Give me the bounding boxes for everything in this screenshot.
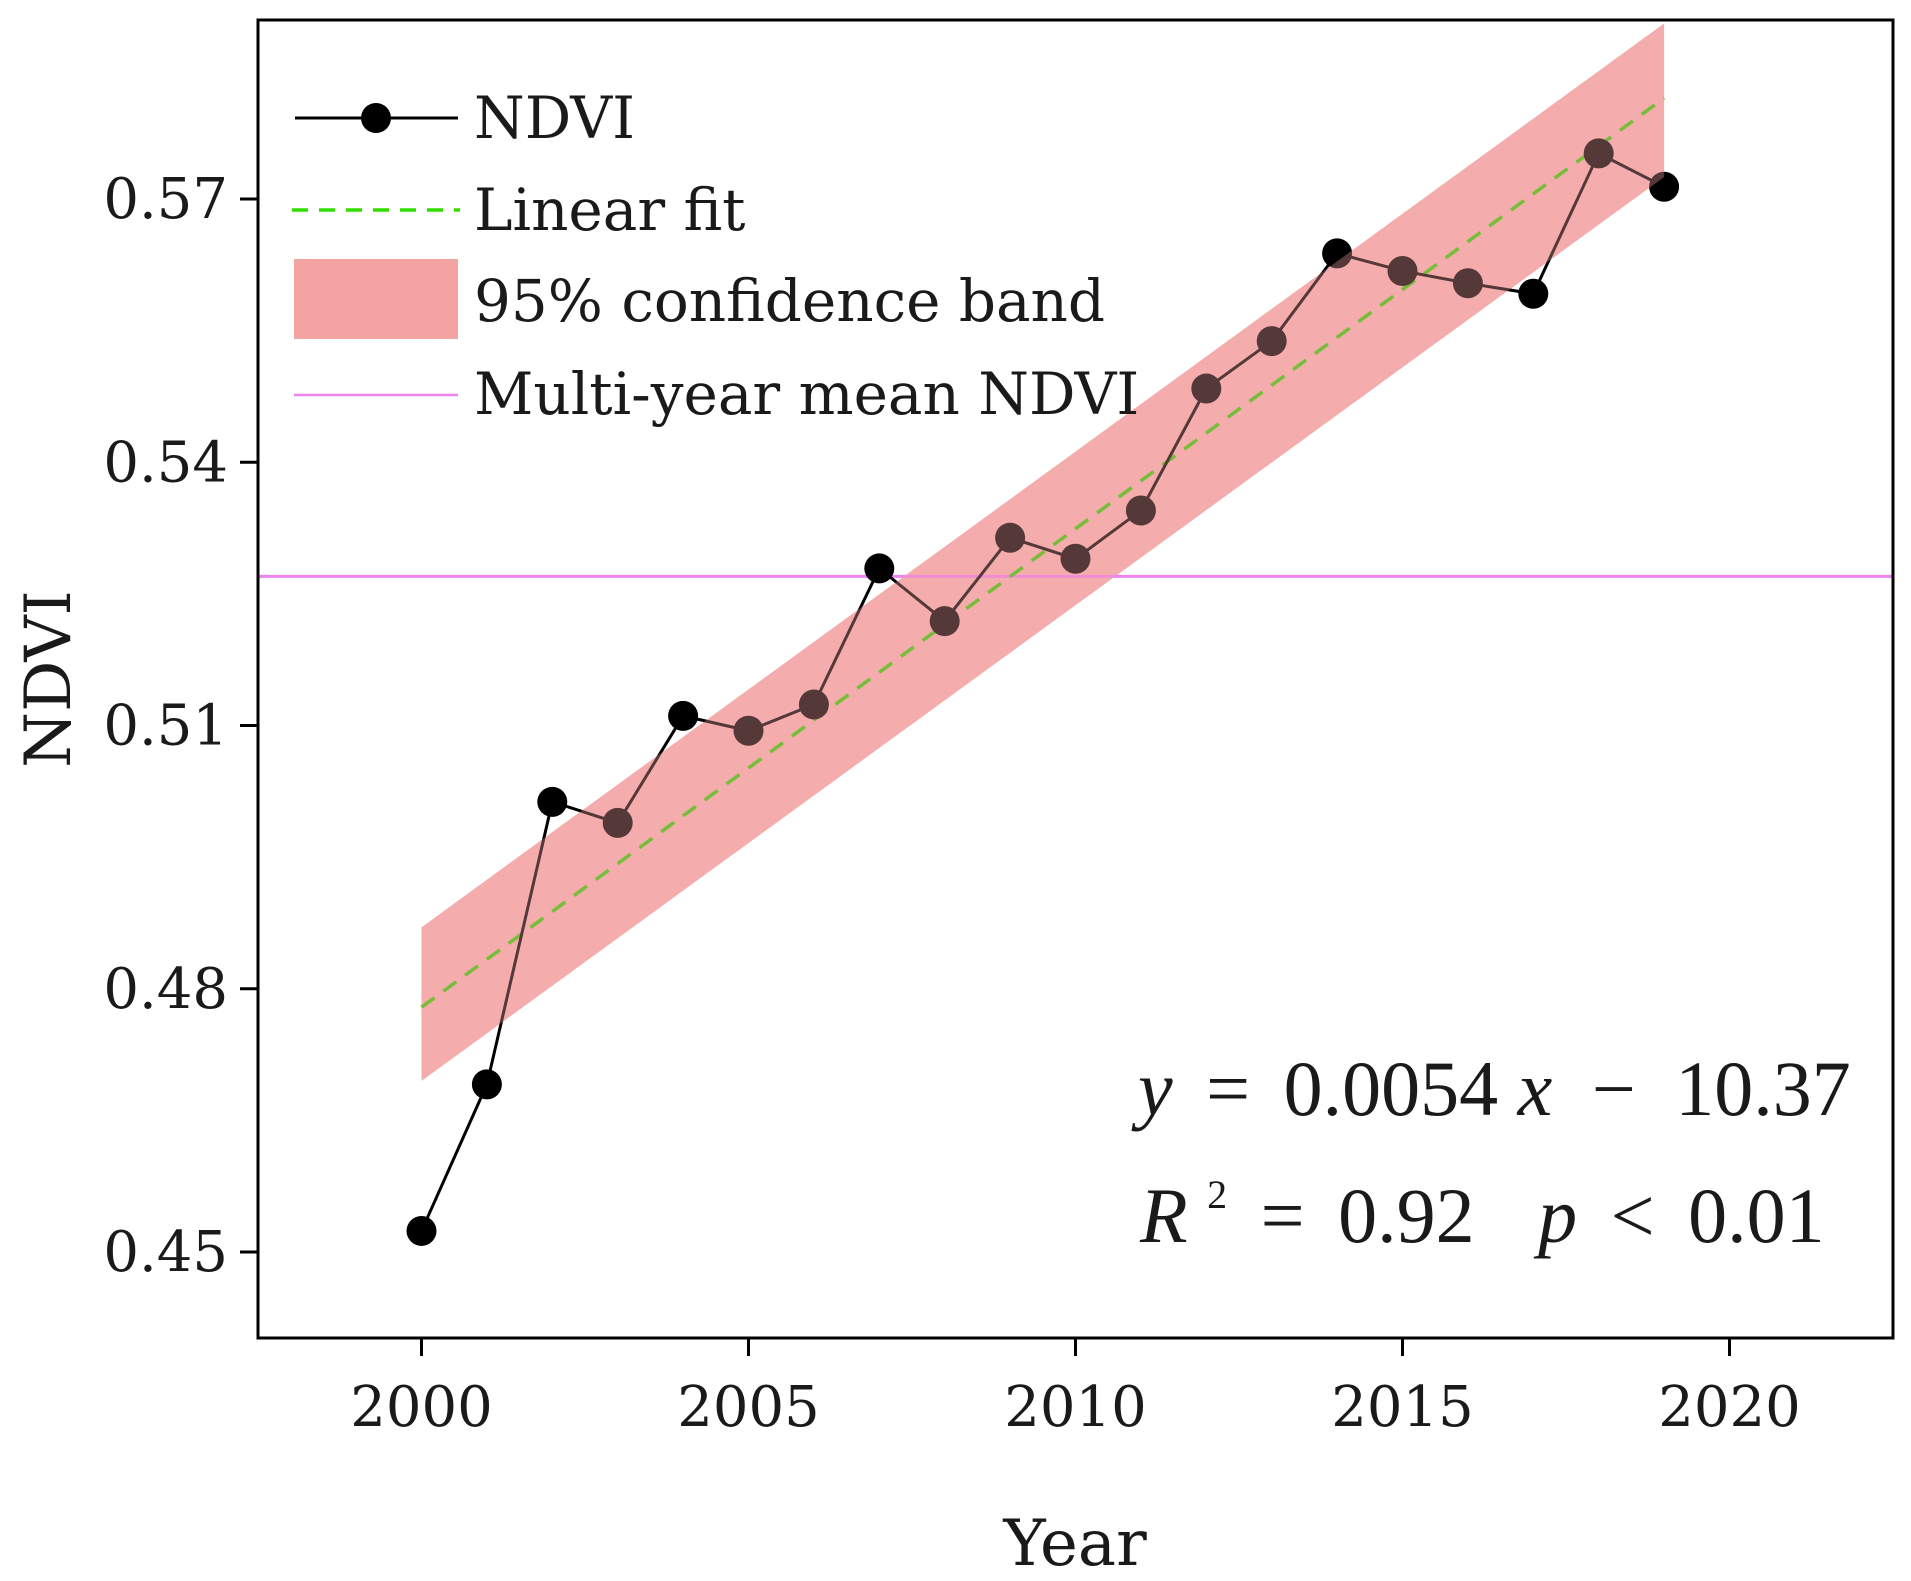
- y-axis-title: NDVI: [12, 590, 86, 768]
- ndvi-point-2012: [1191, 373, 1222, 404]
- x-axis-ticks: 2000 2005 2010 2015 2020: [350, 1338, 1801, 1440]
- regression-equation: y = 0.0054 x − 10.37: [1131, 1045, 1851, 1132]
- ndvi-point-2014: [1322, 238, 1353, 269]
- ndvi-point-2004: [668, 700, 699, 731]
- legend-label-mean: Multi-year mean NDVI: [474, 360, 1139, 428]
- ndvi-point-2006: [798, 689, 829, 720]
- regression-stats: R 2 = 0.92 p < 0.01: [1139, 1138, 1825, 1259]
- y-tick-label-0.48: 0.48: [103, 957, 228, 1022]
- eq-x: x: [1517, 1045, 1553, 1132]
- y-tick-label-0.45: 0.45: [103, 1220, 228, 1285]
- ndvi-point-2002: [537, 786, 568, 817]
- ndvi-point-2013: [1256, 326, 1287, 357]
- ndvi-point-2015: [1387, 255, 1418, 286]
- y-axis-ticks: 0.45 0.48 0.51 0.54 0.57: [103, 167, 258, 1285]
- stat-equals: =: [1261, 1172, 1305, 1259]
- ndvi-point-2003: [602, 807, 633, 838]
- confidence-band-overlay: [421, 23, 1665, 1081]
- eq-slope: 0.0054: [1284, 1045, 1499, 1132]
- ndvi-point-2019: [1649, 171, 1680, 202]
- y-tick-label-0.54: 0.54: [103, 430, 228, 495]
- ndvi-point-2005: [733, 715, 764, 746]
- ndvi-point-2000: [406, 1215, 437, 1246]
- ndvi-point-2016: [1452, 268, 1483, 299]
- eq-equals: =: [1206, 1045, 1250, 1132]
- legend: NDVI Linear fit 95% confidence band Mult…: [292, 84, 1139, 428]
- eq-minus: −: [1592, 1045, 1636, 1132]
- x-axis-title: Year: [1002, 1507, 1147, 1581]
- x-tick-label-2000: 2000: [350, 1375, 493, 1440]
- legend-band-swatch: [294, 259, 458, 339]
- eq-intercept: 10.37: [1675, 1045, 1851, 1132]
- ndvi-point-2011: [1125, 495, 1156, 526]
- x-tick-label-2010: 2010: [1004, 1375, 1147, 1440]
- legend-label-band: 95% confidence band: [474, 267, 1105, 335]
- ndvi-point-2009: [995, 522, 1026, 553]
- legend-label-ndvi: NDVI: [474, 84, 635, 152]
- ndvi-point-2001: [471, 1069, 502, 1100]
- x-tick-label-2015: 2015: [1331, 1375, 1474, 1440]
- x-tick-label-2020: 2020: [1658, 1375, 1801, 1440]
- ndvi-series-layer: [406, 23, 1680, 1246]
- eq-y: y: [1131, 1045, 1173, 1132]
- stat-lt: <: [1611, 1172, 1655, 1259]
- linear-fit-line: [420, 96, 1666, 1009]
- ndvi-point-2007: [864, 553, 895, 584]
- legend-label-fit: Linear fit: [474, 176, 745, 244]
- y-tick-label-0.51: 0.51: [103, 694, 228, 759]
- x-tick-label-2005: 2005: [677, 1375, 820, 1440]
- stat-r2-value: 0.92: [1338, 1172, 1475, 1259]
- fit-line-layer: [420, 96, 1666, 1009]
- stat-r-superscript: 2: [1207, 1172, 1227, 1217]
- ndvi-point-2008: [929, 606, 960, 637]
- ndvi-point-2017: [1518, 278, 1549, 309]
- stat-r: R: [1139, 1172, 1188, 1259]
- ndvi-point-2018: [1583, 138, 1614, 169]
- y-tick-label-0.57: 0.57: [103, 167, 228, 232]
- legend-ndvi-swatch-marker: [361, 103, 391, 133]
- ndvi-point-2010: [1060, 543, 1091, 574]
- stat-p: p: [1533, 1172, 1577, 1259]
- stat-p-value: 0.01: [1688, 1172, 1825, 1259]
